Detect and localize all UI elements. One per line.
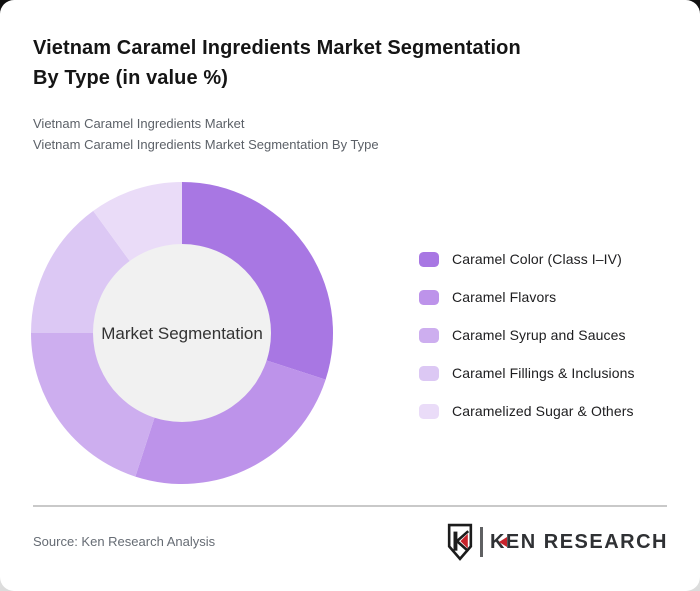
- ken-research-shield-icon: [448, 523, 473, 561]
- legend-swatch: [419, 403, 439, 419]
- legend-label: Caramel Fillings & Inclusions: [452, 365, 635, 381]
- logo-wordmark-text: KEN RESEARCH: [489, 530, 668, 553]
- wordmark-red-arrow-icon: [498, 537, 507, 547]
- legend-swatch: [419, 365, 439, 381]
- legend: Caramel Color (Class I–IV) Caramel Flavor…: [419, 240, 635, 430]
- logo-separator: [480, 527, 483, 557]
- legend-label: Caramelized Sugar & Others: [452, 403, 634, 419]
- chart-subtitle-segmentation: Vietnam Caramel Ingredients Market Segme…: [33, 137, 379, 152]
- chart-subtitle-market: Vietnam Caramel Ingredients Market: [33, 116, 245, 131]
- ken-research-logo: KEN RESEARCH: [447, 522, 668, 562]
- page-title-line2: By Type (in value %): [33, 67, 229, 89]
- shield-red-arrow-icon: [460, 533, 469, 549]
- page-title: Vietnam Caramel Ingredients Market Segme…: [33, 33, 653, 93]
- donut-chart: Market Segmentation: [22, 173, 342, 493]
- footer-divider: [33, 505, 667, 507]
- donut-inner-circle: [93, 244, 271, 422]
- legend-item: Caramel Fillings & Inclusions: [419, 354, 635, 392]
- legend-swatch: [419, 251, 439, 267]
- legend-item: Caramelized Sugar & Others: [419, 392, 635, 430]
- logo-wordmark: KEN RESEARCH: [490, 531, 668, 554]
- donut-chart-svg: Market Segmentation: [31, 182, 333, 484]
- legend-label: Caramel Syrup and Sauces: [452, 327, 626, 343]
- donut-center-label: Market Segmentation: [101, 324, 263, 343]
- legend-swatch: [419, 327, 439, 343]
- source-note: Source: Ken Research Analysis: [33, 534, 216, 549]
- legend-item: Caramel Flavors: [419, 278, 635, 316]
- legend-item: Caramel Syrup and Sauces: [419, 316, 635, 354]
- page-title-line1: Vietnam Caramel Ingredients Market Segme…: [33, 37, 521, 59]
- legend-item: Caramel Color (Class I–IV): [419, 240, 635, 278]
- legend-label: Caramel Flavors: [452, 289, 557, 305]
- legend-swatch: [419, 289, 439, 305]
- legend-label: Caramel Color (Class I–IV): [452, 251, 622, 267]
